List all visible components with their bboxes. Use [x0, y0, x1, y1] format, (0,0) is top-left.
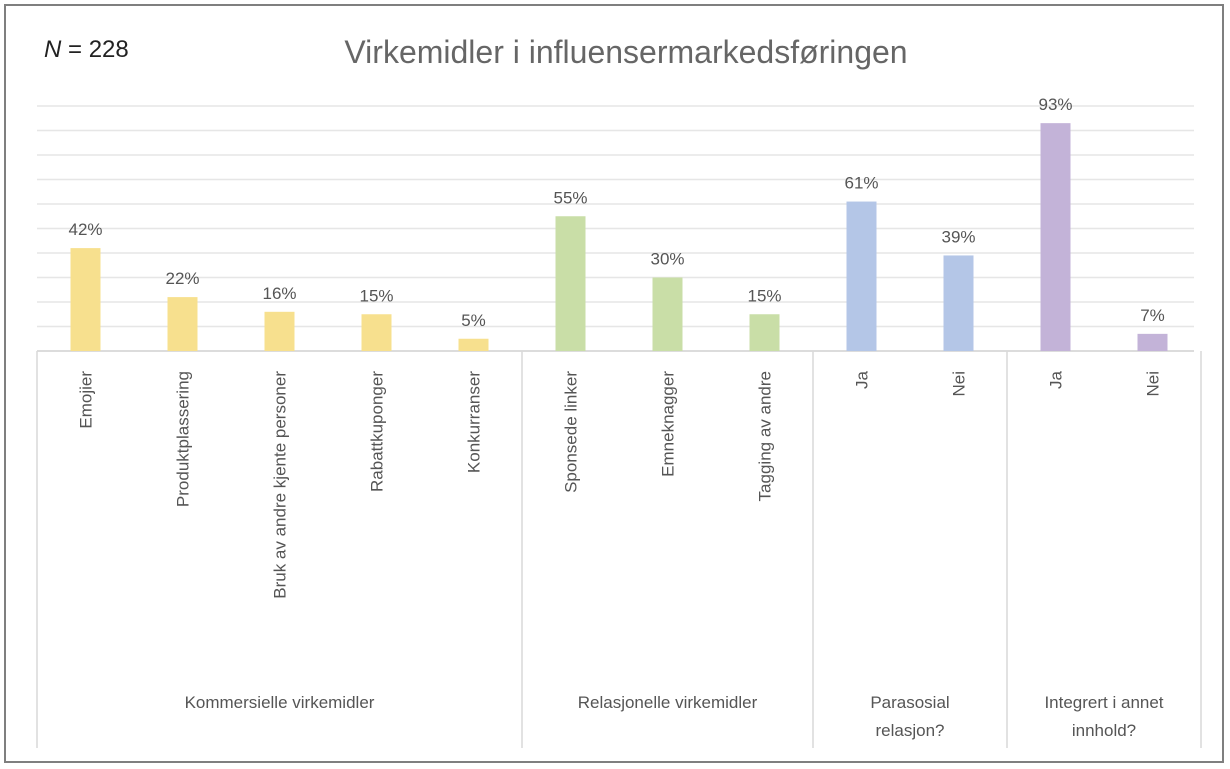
bar [264, 311, 295, 351]
group-label: relasjon? [876, 721, 945, 740]
sample-size-symbol: N [44, 36, 62, 63]
category-label: Produktplassering [174, 371, 193, 507]
category-label: Sponsede linker [562, 371, 581, 493]
bar [652, 277, 683, 351]
data-label: 16% [262, 284, 296, 303]
data-label: 15% [747, 286, 781, 305]
sample-size-value: = 228 [61, 36, 129, 63]
data-label: 30% [650, 250, 684, 269]
group-label: innhold? [1072, 721, 1136, 740]
data-label: 39% [941, 227, 975, 246]
group-label: Kommersielle virkemidler [185, 693, 375, 712]
category-label: Bruk av andre kjente personer [271, 371, 290, 599]
bar [846, 201, 877, 351]
bar [167, 297, 198, 351]
data-label: 93% [1038, 95, 1072, 114]
data-label: 55% [553, 188, 587, 207]
bar [458, 338, 489, 351]
sample-size-label: N = 228 [44, 36, 129, 64]
data-label: 42% [68, 220, 102, 239]
bar [555, 216, 586, 351]
chart-frame: N = 228 Virkemidler i influensermarkedsf… [4, 4, 1224, 763]
category-label: Tagging av andre [756, 371, 775, 501]
group-label: Parasosial [870, 693, 949, 712]
bar [1040, 123, 1071, 352]
bar [70, 248, 101, 351]
category-label: Emojier [77, 371, 96, 429]
bar [1137, 333, 1168, 351]
bar-chart: 42% Emojier 22% Produktplassering 16% Bruk av… [36, 95, 1202, 748]
category-label: Emneknagger [659, 371, 678, 477]
data-label: 61% [844, 174, 878, 193]
data-label: 5% [461, 311, 486, 330]
bar [361, 314, 392, 351]
category-label: Nei [950, 371, 969, 397]
category-label: Rabattkuponger [368, 371, 387, 492]
data-label: 7% [1140, 306, 1165, 325]
category-label: Ja [853, 370, 872, 389]
group-label: Integrert i annet [1044, 693, 1163, 712]
data-label: 15% [359, 286, 393, 305]
bar [943, 255, 974, 351]
category-label: Nei [1144, 371, 1163, 397]
group-label: Relasjonelle virkemidler [578, 693, 758, 712]
chart-title: Virkemidler i influensermarkedsføringen [344, 34, 908, 70]
category-label: Ja [1047, 370, 1066, 389]
bar [749, 314, 780, 351]
category-label: Konkurranser [465, 371, 484, 473]
data-label: 22% [165, 269, 199, 288]
